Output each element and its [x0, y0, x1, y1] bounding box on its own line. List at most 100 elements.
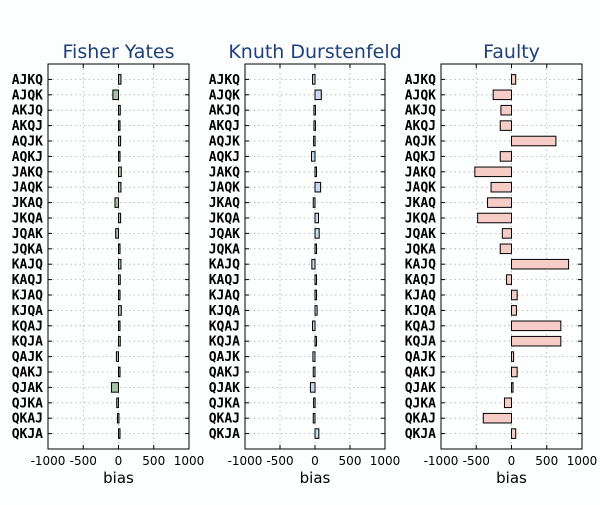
- category-label: AJQK: [12, 88, 43, 103]
- category-label: JQKA: [209, 242, 240, 257]
- bar-kaqj: [506, 274, 513, 285]
- category-label: KAQJ: [12, 273, 43, 288]
- bar-qkaj: [116, 412, 120, 424]
- category-label: KQAJ: [12, 319, 43, 334]
- bar-kjqa: [314, 305, 318, 316]
- category-label: JKAQ: [12, 196, 43, 211]
- category-label: KQJA: [405, 335, 436, 350]
- category-label: JKQA: [12, 212, 43, 227]
- bar-jkqa: [118, 212, 122, 224]
- category-label: KQJA: [12, 335, 43, 350]
- category-label: KAQJ: [209, 273, 240, 288]
- bar-kqaj: [118, 320, 121, 332]
- category-label: AJKQ: [209, 73, 240, 88]
- panel-2: Knuth Durstenfeld AJKQAJQKAKJQAKQJAQJKAQK…: [209, 41, 402, 487]
- category-label: AQJK: [405, 135, 436, 150]
- category-label: QKAJ: [405, 412, 436, 427]
- category-label: AKQJ: [209, 119, 240, 134]
- bar-qajk: [115, 351, 120, 362]
- bar-kajq: [311, 258, 316, 270]
- category-label: KQAJ: [405, 319, 436, 334]
- bar-jakq: [314, 166, 317, 178]
- bar-aqkj: [499, 151, 513, 162]
- bar-kqja: [314, 335, 317, 347]
- category-label: KQAJ: [209, 319, 240, 334]
- x-tick-label: 1000: [174, 454, 205, 468]
- category-label: KJQA: [209, 304, 240, 319]
- category-label: JQKA: [405, 242, 436, 257]
- category-label: QAKJ: [209, 366, 240, 381]
- category-label: JKAQ: [405, 196, 436, 211]
- bar-qkja: [118, 428, 121, 439]
- bar-qkja: [314, 428, 320, 439]
- x-axis-label: bias: [103, 469, 134, 487]
- bar-jkqa: [477, 212, 513, 224]
- x-tick-label: 1000: [370, 454, 401, 468]
- category-label: JKQA: [405, 212, 436, 227]
- bar-jkqa: [314, 212, 319, 224]
- bar-jaqk: [118, 181, 122, 193]
- category-label: KAJQ: [209, 258, 240, 273]
- category-label: JQAK: [405, 227, 436, 242]
- bar-kjaq: [314, 289, 317, 301]
- category-label: KJAQ: [12, 289, 43, 304]
- bar-ajqk: [492, 89, 513, 101]
- category-label: KAJQ: [12, 258, 43, 273]
- bar-kjaq: [511, 289, 518, 301]
- category-label: QKJA: [405, 427, 436, 442]
- category-label: JKQA: [209, 212, 240, 227]
- category-label: JAKQ: [12, 165, 43, 180]
- category-label: QAJK: [12, 350, 43, 365]
- category-label: QJAK: [209, 381, 240, 396]
- x-tick-label: -1000: [424, 454, 459, 468]
- x-tick-label: 500: [142, 454, 165, 468]
- category-label: QJKA: [209, 396, 240, 411]
- bar-kajq: [511, 258, 570, 270]
- bar-kaqj: [118, 274, 121, 285]
- bar-ajqk: [314, 89, 322, 101]
- bar-akqj: [313, 120, 316, 131]
- bar-jakq: [474, 166, 512, 178]
- bar-jkaq: [114, 197, 119, 208]
- bar-kjqa: [118, 305, 122, 316]
- bar-kqaj: [312, 320, 316, 332]
- bar-jkaq: [312, 197, 316, 208]
- bar-aqkj: [311, 151, 316, 162]
- category-label: AQKJ: [12, 150, 43, 165]
- category-label: AJKQ: [12, 73, 43, 88]
- category-label: JAQK: [12, 181, 43, 196]
- x-axis-label: bias: [496, 469, 527, 487]
- x-tick-label: -500: [70, 454, 97, 468]
- category-label: AKQJ: [12, 119, 43, 134]
- x-axis-label: bias: [300, 469, 331, 487]
- category-label: AKJQ: [12, 104, 43, 119]
- bar-jaqk: [314, 181, 322, 193]
- category-label: KJAQ: [209, 289, 240, 304]
- category-label: QJKA: [12, 396, 43, 411]
- bar-qjak: [309, 382, 316, 393]
- bar-jaqk: [490, 181, 512, 193]
- category-label: JQKA: [12, 242, 43, 257]
- bar-aqjk: [313, 135, 316, 147]
- category-label: KJAQ: [405, 289, 436, 304]
- bar-jkaq: [487, 197, 512, 208]
- bar-qjak: [110, 382, 119, 393]
- bar-kqaj: [511, 320, 562, 332]
- bar-qjak: [511, 382, 514, 393]
- bar-akjq: [118, 104, 121, 116]
- bar-jqka: [499, 243, 513, 255]
- x-tick-label: 0: [311, 454, 319, 468]
- bar-kjaq: [118, 289, 121, 301]
- bar-qjka: [116, 397, 120, 409]
- bar-jqak: [314, 228, 320, 239]
- bar-qakj: [511, 366, 518, 378]
- x-tick-label: 500: [535, 454, 558, 468]
- category-label: QAJK: [405, 350, 436, 365]
- bar-ajkq: [511, 74, 517, 85]
- category-label: AQKJ: [209, 150, 240, 165]
- bar-qkaj: [482, 412, 512, 424]
- bar-akqj: [118, 120, 121, 131]
- category-label: QKAJ: [12, 412, 43, 427]
